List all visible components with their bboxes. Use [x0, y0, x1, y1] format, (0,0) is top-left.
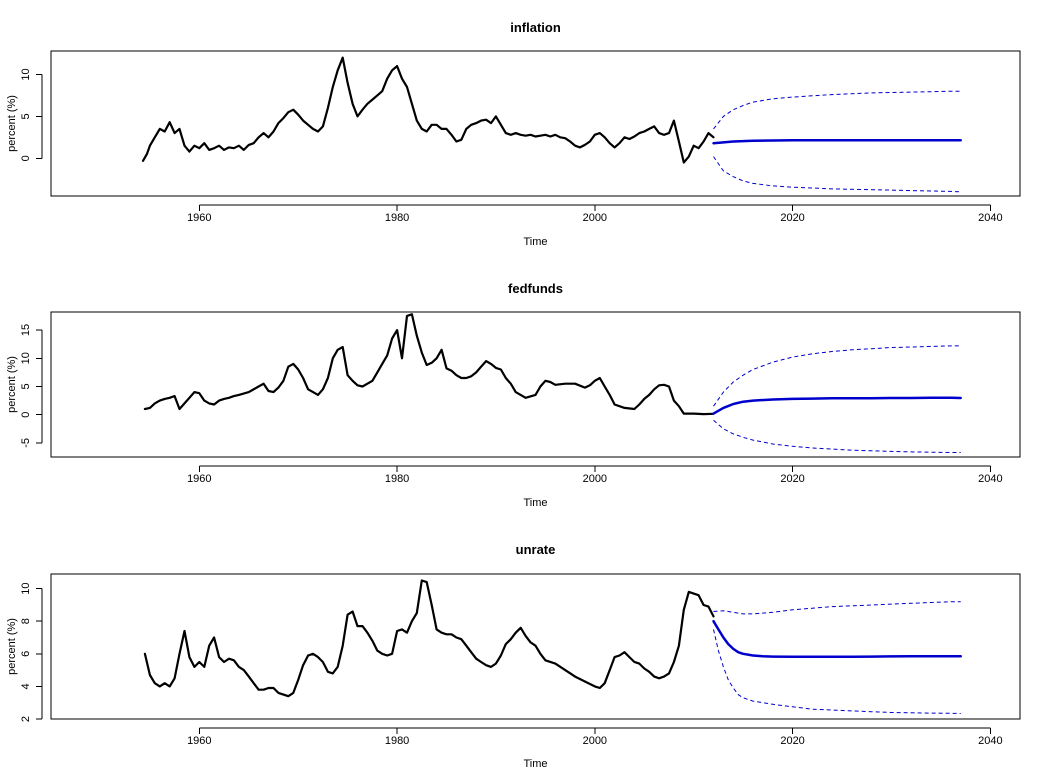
y-tick-label: 6: [20, 651, 32, 657]
x-tick-label: 2000: [583, 735, 607, 747]
chart-title: unrate: [516, 542, 556, 557]
x-tick-label: 2000: [583, 473, 607, 485]
historical-series-line: [141, 56, 715, 164]
y-tick-label: 10: [20, 583, 32, 595]
lower-band-line: [713, 419, 961, 453]
y-axis-label: percent (%): [6, 618, 18, 675]
upper-band-line: [713, 601, 961, 615]
plot-frame: [50, 573, 1021, 720]
x-axis-label: Time: [523, 758, 547, 770]
y-tick-label: 5: [20, 113, 32, 119]
forecast-series-line: [712, 139, 962, 145]
x-tick-label: 1960: [187, 473, 211, 485]
historical-series-line: [143, 313, 715, 416]
y-tick-label: 8: [20, 618, 32, 624]
x-tick-label: 1980: [385, 212, 409, 224]
y-tick-label: 0: [20, 412, 32, 418]
y-tick-label: 15: [20, 324, 32, 336]
x-tick-label: 2020: [780, 735, 804, 747]
y-axis-label: percent (%): [6, 95, 18, 152]
x-tick-label: 2040: [978, 735, 1002, 747]
historical-series-line: [143, 579, 715, 698]
plot-frame: [50, 311, 1021, 458]
upper-band-line: [713, 90, 961, 130]
forecast-series-line: [712, 396, 962, 415]
chart-panel-inflation: inflation 1960 1980 2000 2020 2040 Time 0 5 10 per…: [6, 20, 1021, 248]
x-tick-label: 2040: [978, 473, 1002, 485]
x-tick-label: 2020: [780, 212, 804, 224]
x-tick-label: 1980: [385, 735, 409, 747]
y-tick-label: 5: [20, 383, 32, 389]
y-tick-label: -5: [20, 438, 32, 448]
y-tick-label: 10: [20, 68, 32, 80]
x-tick-label: 1980: [385, 473, 409, 485]
forecast-series-line: [712, 619, 962, 659]
x-tick-label: 2020: [780, 473, 804, 485]
y-tick-label: 2: [20, 716, 32, 722]
y-tick-label: 0: [20, 155, 32, 161]
x-tick-label: 2040: [978, 212, 1002, 224]
chart-panel-fedfunds: fedfunds 1960 1980 2000 2020 2040 Time -5 0 5 10 15…: [6, 281, 1021, 509]
plot-frame: [50, 50, 1021, 197]
x-axis-label: Time: [523, 497, 547, 509]
x-axis-label: Time: [523, 236, 547, 248]
lower-band-line: [713, 629, 961, 714]
y-tick-label: 4: [20, 683, 32, 689]
chart-panel-unrate: unrate 1960 1980 2000 2020 2040 Time 2 4 6 8 10 perc…: [6, 542, 1021, 770]
x-tick-label: 2000: [583, 212, 607, 224]
y-axis-label: percent (%): [6, 356, 18, 413]
x-tick-label: 1960: [187, 735, 211, 747]
chart-title: fedfunds: [508, 281, 563, 296]
chart-title: inflation: [510, 20, 561, 35]
upper-band-line: [713, 345, 961, 407]
lower-band-line: [713, 156, 961, 193]
x-tick-label: 1960: [187, 212, 211, 224]
y-tick-label: 10: [20, 352, 32, 364]
